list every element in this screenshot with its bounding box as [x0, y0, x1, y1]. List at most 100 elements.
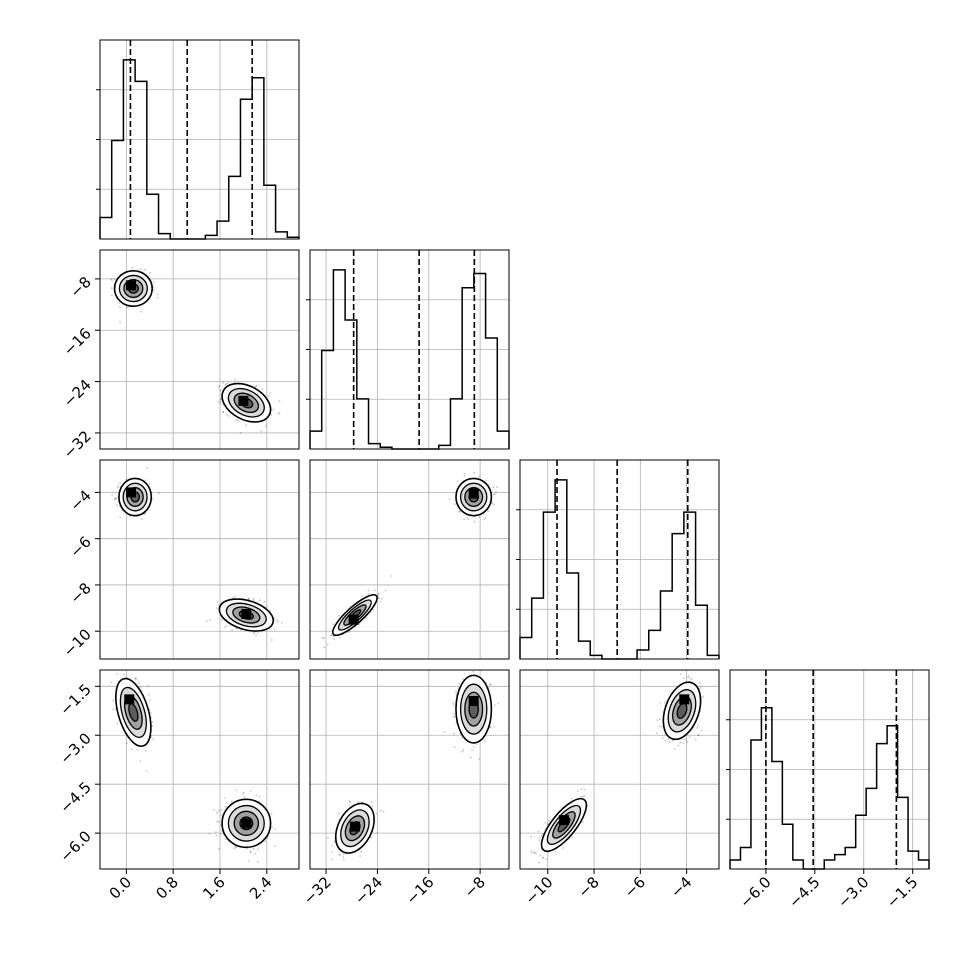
sample-point [224, 805, 227, 808]
sample-point [215, 607, 218, 610]
sample-point [277, 412, 280, 415]
sample-point [219, 833, 222, 835]
sample-point [280, 622, 283, 624]
sample-point [331, 844, 334, 847]
sample-point [339, 854, 341, 856]
sample-point [220, 402, 223, 405]
sample-point [583, 794, 586, 797]
sample-point [570, 798, 573, 800]
sample-point [116, 722, 119, 725]
sample-point [469, 756, 472, 759]
sample-point [679, 673, 682, 675]
sample-point [330, 634, 333, 637]
sample-point [126, 306, 128, 309]
sample-point [663, 702, 666, 704]
sample-point [321, 637, 324, 639]
sample-point [243, 796, 246, 798]
sample-point [109, 668, 111, 670]
sample-point [258, 599, 261, 602]
sample-point [235, 419, 237, 422]
sample-point [239, 432, 242, 434]
sample-point [377, 597, 380, 600]
sample-point [461, 750, 464, 753]
sample-point [656, 732, 658, 734]
sample-point [125, 478, 128, 481]
sample-point [261, 388, 264, 391]
scatter-panel-1-2 [309, 459, 510, 660]
sample-point [331, 634, 334, 637]
sample-point [219, 398, 222, 401]
sample-point [487, 510, 489, 513]
sample-point [273, 617, 276, 620]
sample-point [349, 800, 351, 803]
sample-point [689, 677, 692, 679]
sample-point [658, 718, 661, 721]
sample-point [684, 738, 687, 741]
sample-point [216, 812, 218, 814]
sample-point [114, 497, 117, 500]
sample-point [461, 736, 463, 739]
sample-point [205, 620, 208, 623]
sample-point [673, 747, 676, 750]
sample-point [144, 749, 147, 752]
sample-point [111, 294, 113, 297]
sample-point [458, 682, 461, 685]
sample-point [545, 858, 548, 861]
sample-point [380, 597, 383, 600]
sample-point [156, 296, 159, 299]
sample-point [152, 280, 155, 283]
sample-point [540, 835, 543, 837]
sample-point [247, 860, 250, 862]
sample-point [134, 678, 137, 681]
sample-point [140, 268, 143, 270]
sample-point [120, 509, 123, 512]
sample-point [489, 683, 492, 686]
sample-point [688, 736, 691, 739]
sample-point [382, 810, 385, 813]
sample-point [136, 749, 139, 751]
sample-point [367, 589, 370, 592]
sample-point [217, 821, 220, 823]
sample-point [113, 278, 116, 280]
sample-point [379, 809, 382, 812]
histogram-panel-2 [516, 459, 720, 660]
sample-point [494, 704, 496, 707]
sample-point [473, 471, 476, 474]
sample-point [256, 861, 259, 863]
sample-point [270, 813, 273, 815]
sample-point [471, 749, 473, 752]
sample-point [253, 631, 256, 634]
sample-point [273, 628, 276, 631]
sample-point [217, 809, 220, 812]
sample-point [113, 498, 116, 501]
sample-point [225, 625, 228, 627]
sample-point [112, 708, 115, 711]
mode-marker [126, 487, 137, 498]
sample-point [379, 600, 382, 603]
sample-point [116, 673, 119, 675]
sample-point [365, 617, 368, 620]
sample-point [539, 854, 542, 857]
sample-point [234, 379, 236, 381]
sample-point [491, 502, 494, 505]
sample-point [377, 594, 379, 597]
sample-point [661, 726, 663, 728]
sample-point [117, 484, 120, 487]
sample-point [145, 770, 148, 772]
sample-point [157, 492, 160, 495]
scatter-frame [99, 459, 300, 660]
sample-point [123, 673, 125, 676]
sample-point [258, 795, 261, 798]
sample-point [533, 852, 536, 854]
sample-point [271, 826, 273, 829]
sample-point [537, 830, 540, 833]
sample-point [452, 713, 455, 715]
sample-point [668, 741, 671, 743]
sample-point [242, 791, 245, 794]
sample-point [475, 743, 478, 745]
sample-point [249, 850, 252, 853]
sample-point [478, 516, 481, 518]
sample-point [252, 597, 255, 600]
sample-point [702, 695, 704, 698]
sample-point [687, 676, 689, 678]
